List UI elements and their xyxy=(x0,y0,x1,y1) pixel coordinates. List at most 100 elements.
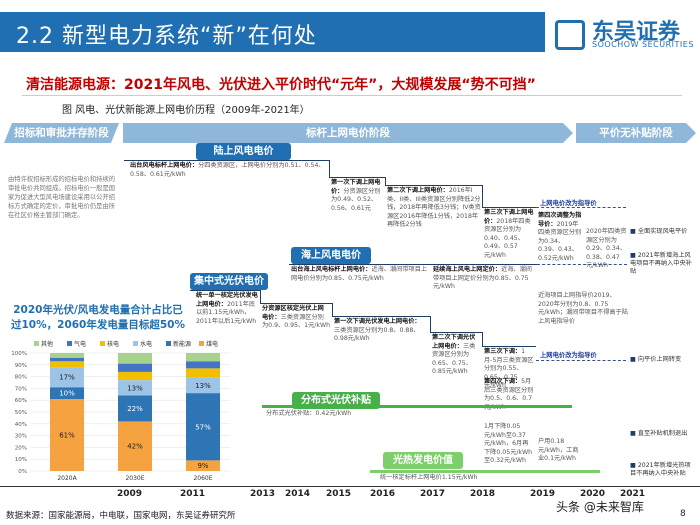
legend-label: 新能源 xyxy=(173,340,191,348)
bar-segment xyxy=(50,399,84,471)
year-label: 2015 xyxy=(326,489,352,499)
divider xyxy=(22,95,682,96)
note-distributed-cut: 1月下降0.05元/kWh至0.37元/kWh，6月再下降0.05元/kWh至0… xyxy=(484,423,533,464)
onshore-step-drop-1 xyxy=(329,160,330,177)
bar-segment xyxy=(50,353,84,358)
onshore-step-4 xyxy=(482,207,536,208)
y-tick-label: 100% xyxy=(11,351,27,357)
note-pv-cut-3: 第三次下调：1月-5月三类资源区分别为0.55、0.65、0.75元/kWh xyxy=(484,348,534,389)
offshore-wind-label: 海上风电电价 xyxy=(291,247,371,264)
pv-step-drop-2 xyxy=(332,303,333,316)
pv-step-2 xyxy=(260,303,332,304)
distributed-pv-label: 分布式光伏补贴 xyxy=(292,392,380,409)
bar-segment xyxy=(118,353,152,364)
phase-tender: 招标和审批并存阶段 xyxy=(4,123,119,143)
note-onshore-guidance-2019: 第四次调整为指导价：2019年四类资源区分别为0.34、0.39、0.43、0.… xyxy=(538,212,582,262)
bar-segment xyxy=(118,363,152,372)
note-offshore-guidance: 近海项目上网指导价2019、2020年分别为0.8、0.75元/kWh；潮间带项… xyxy=(538,292,628,325)
data-label: 13% xyxy=(195,382,211,390)
page-number: 8 xyxy=(680,509,686,519)
note-offshore-continue: 延续海上风电上网定价：近海、潮间带项目上网定价分别为0.85、0.75元/kWh xyxy=(433,266,532,290)
distributed-pv-bar xyxy=(262,405,572,408)
bar-segment xyxy=(186,368,220,378)
onshore-wind-label: 陆上风电电价 xyxy=(196,143,291,160)
slide-subtitle: 清洁能源电源：2021年风电、光伏进入平价时代“元年”，大规模发展“势不可挡” xyxy=(26,77,536,93)
csp-bar xyxy=(370,470,600,473)
bar-segment xyxy=(186,353,220,362)
pv-step-drop-4 xyxy=(482,332,483,346)
note-onshore-benchmark: 出台风电标杆上网电价：分四类资源区，上网电价分别为0.51、0.54、0.58、… xyxy=(130,162,325,178)
logo-text: 东吴证券 xyxy=(592,20,681,45)
right-note-1: 全面实现风电平价 xyxy=(630,228,696,236)
centralized-pv-label: 集中式光伏电价 xyxy=(190,273,268,290)
legend-label: 水电 xyxy=(140,340,152,348)
note-offshore-benchmark: 出台海上风电标杆上网电价：近海、潮间带项目上网电价分别为0.85、0.75元/k… xyxy=(291,266,428,282)
year-label: 2020 xyxy=(580,489,606,499)
bar-segment xyxy=(186,377,220,394)
y-tick-label: 0% xyxy=(18,469,27,475)
onshore-step-3 xyxy=(385,185,482,186)
data-label: 42% xyxy=(127,443,143,451)
year-label: 2009 xyxy=(117,489,143,499)
source-footnote: 数据来源：国家能源局，中电联，国家电网，东吴证券研究所 xyxy=(6,511,236,521)
y-tick-label: 10% xyxy=(15,457,27,463)
year-label: 2017 xyxy=(420,489,446,499)
logo-subtext: SOOCHOW SECURITIES xyxy=(592,40,694,49)
bar-segment xyxy=(50,367,84,388)
legend-swatch xyxy=(34,341,39,346)
bar-segment xyxy=(186,460,220,471)
chart-title: 2020年光伏/风电发电量合计占比已过10%，2060年发电量目标超50% xyxy=(11,304,185,331)
note-onshore-cut-1: 第一次下调上网电价：分资源区分别为0.49、0.52、0.56、0.61元 xyxy=(331,179,381,212)
data-label: 10% xyxy=(59,390,75,398)
year-label: 2013 xyxy=(250,489,276,499)
year-label: 2011 xyxy=(180,489,206,499)
note-pv-unified: 统一单一核定光伏发电上网电价：2011年底以前1.15元/kWh，2011年以后… xyxy=(196,292,258,325)
year-label: 2019 xyxy=(530,489,556,499)
note-onshore-cut-3: 第三次下调上网电价：2018年四类资源区分别为0.40、0.45、0.49、0.… xyxy=(484,209,534,259)
bar-segment xyxy=(186,361,220,369)
legend-label: 煤电 xyxy=(206,340,218,348)
data-label: 22% xyxy=(127,405,143,413)
title-bar xyxy=(0,12,545,52)
data-label: 13% xyxy=(127,384,143,392)
y-tick-label: 30% xyxy=(15,434,27,440)
phase-parity: 平价无补贴阶段 xyxy=(576,123,696,143)
pv-step-3 xyxy=(332,316,430,317)
y-tick-label: 50% xyxy=(15,410,27,416)
legend-label: 核电 xyxy=(107,340,119,348)
data-label: 61% xyxy=(59,432,75,440)
bar-segment xyxy=(50,387,84,400)
bar-segment xyxy=(50,357,84,362)
right-note-3: 向平价上网转变 xyxy=(630,356,696,364)
y-tick-label: 20% xyxy=(15,445,27,451)
y-tick-label: 70% xyxy=(15,386,27,392)
onshore-step-drop-2 xyxy=(385,177,386,185)
note-csp-price: 统一核定标杆上网电价1.15元/kWh xyxy=(380,474,478,481)
legend-swatch xyxy=(133,341,138,346)
pv-step-4 xyxy=(430,332,482,333)
timeline-axis xyxy=(0,486,700,500)
x-tick-label: 2060E xyxy=(193,475,212,482)
bar-segment xyxy=(118,371,152,381)
x-tick-label: 2020A xyxy=(57,475,77,482)
x-tick-label: 2030E xyxy=(125,475,144,482)
note-onshore-cut-2: 第二次下调上网电价：2016年I类、II类、III类资源区分别降低2分钱，201… xyxy=(387,187,481,228)
bar-segment xyxy=(50,361,84,368)
bar-segment xyxy=(118,395,152,422)
onshore-step-2 xyxy=(329,177,385,178)
legend-swatch xyxy=(67,341,72,346)
data-label: 9% xyxy=(197,462,208,470)
y-tick-label: 40% xyxy=(15,422,27,428)
offshore-step-1 xyxy=(289,264,537,265)
legend-label: 气电 xyxy=(74,340,86,348)
arrow-guidance-1: 上网电价改为指导价 xyxy=(540,200,597,207)
y-tick-label: 90% xyxy=(15,363,27,369)
logo-icon xyxy=(555,20,585,50)
data-label: 17% xyxy=(59,374,75,382)
pv-step-5 xyxy=(482,346,536,347)
offshore-guidance-dash xyxy=(537,264,627,265)
onshore-step-drop-3 xyxy=(482,185,483,207)
onshore-step-1 xyxy=(124,160,329,161)
y-tick-label: 60% xyxy=(15,398,27,404)
onshore-guidance-dash xyxy=(536,207,626,208)
